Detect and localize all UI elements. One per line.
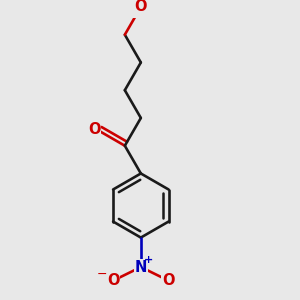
Text: N: N (135, 260, 147, 274)
Text: O: O (107, 273, 119, 288)
Text: −: − (96, 268, 107, 281)
Text: O: O (88, 122, 100, 137)
Text: O: O (135, 0, 147, 14)
Text: O: O (162, 273, 175, 288)
Text: +: + (143, 255, 153, 265)
